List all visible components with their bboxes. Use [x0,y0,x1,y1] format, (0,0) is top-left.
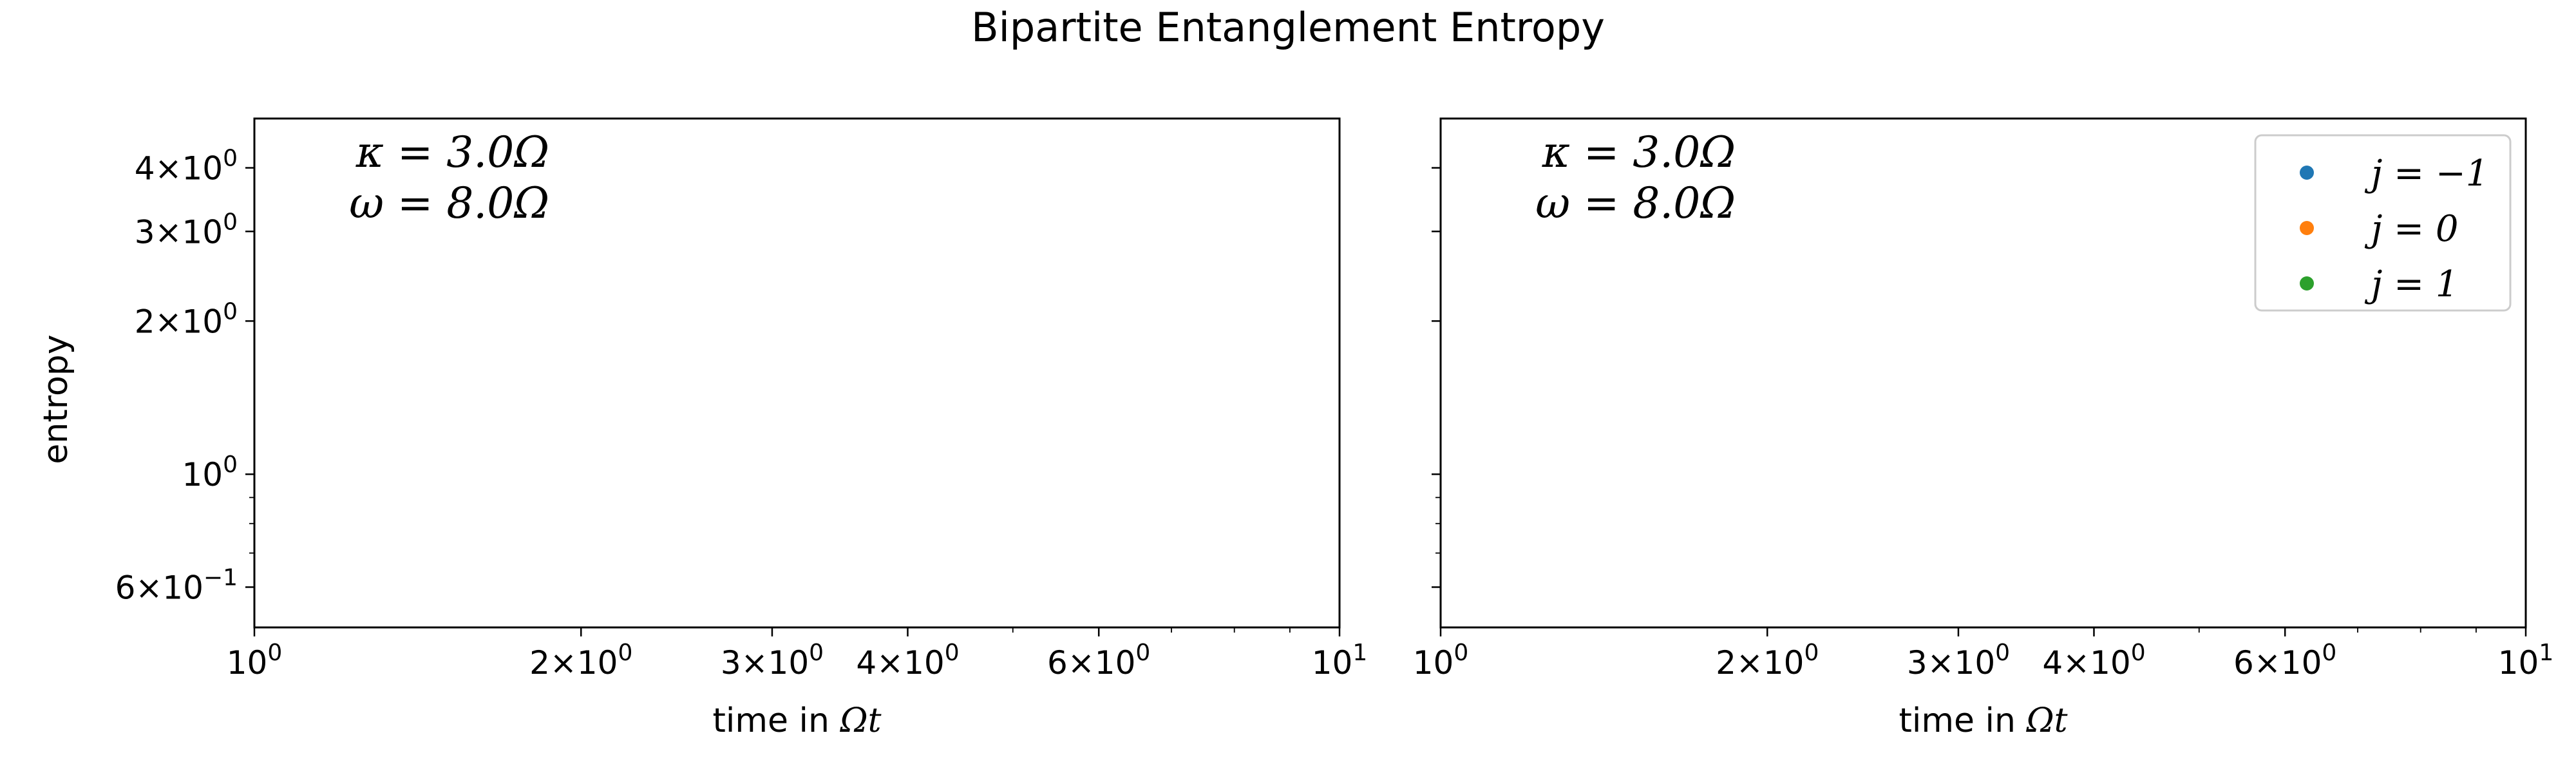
left-x-tick-label-mantissa: 6× [1047,644,1095,682]
left-x-axis-label: time in Ωt [713,701,882,740]
right-x-axis-label: time in Ωt [1899,701,2068,740]
y-tick-label-exponent: −1 [204,564,238,591]
left-x-tick-label: 101 [1312,640,1368,682]
right-x-tick-label-mantissa: 6× [2233,644,2281,682]
right-x-tick-label: 6×100 [2233,640,2336,682]
y-tick-label-base: 10 [182,303,223,340]
legend-label-2: j = 0 [2364,208,2459,250]
y-tick-label-exponent: 0 [223,298,238,325]
left-x-tick-label-mantissa: 4× [856,644,904,682]
x-axis-label-text: time in [713,701,840,740]
right-x-tick-label-mantissa: 4× [2042,644,2090,682]
legend-label-3: j = 1 [2364,263,2459,305]
right-x-tick-label: 2×100 [1716,640,1819,682]
y-tick-label-base: 10 [182,213,223,251]
right-x-tick-label-mantissa: 2× [1716,644,1763,682]
x-axis-label-math: Ωt [2025,701,2067,740]
right-x-tick-label-exponent: 0 [2322,640,2336,666]
left-x-tick-label-base: 10 [227,644,268,682]
left-x-tick-label: 2×100 [529,640,632,682]
legend-marker-2 [2300,221,2314,235]
legend: j = −1 j = 0 j = 1 [2254,134,2512,312]
left-x-tick-label-exponent: 1 [1352,640,1367,666]
right-x-tick-label-base: 10 [1763,644,1804,682]
y-tick-label-exponent: 0 [223,452,238,478]
x-axis-label-text: time in [1899,701,2027,740]
right-annotation-line-1: κ = 3.0Ω [1542,128,1736,177]
right-x-tick-label-base: 10 [2281,644,2322,682]
left-panel: 100 2×100 3×100 4×100 6×100 1016×10−11002×100… [115,117,1368,740]
left-x-tick-label-exponent: 0 [945,640,960,666]
legend-box [2254,134,2512,312]
left-annotation-line-1: κ = 3.0Ω [355,128,549,177]
right-x-tick-label-exponent: 1 [2539,640,2553,666]
left-x-tick-label: 6×100 [1047,640,1150,682]
y-tick-label-base: 10 [182,150,223,187]
y-tick-label-mantissa: 2× [135,303,182,340]
left-x-tick-label-exponent: 0 [809,640,824,666]
y-tick-label: 2×100 [135,298,238,340]
left-x-tick-label-exponent: 0 [1135,640,1150,666]
y-tick-label-base: 10 [182,456,223,493]
right-x-tick-label: 100 [1413,640,1469,682]
y-tick-label: 3×100 [135,209,238,251]
left-x-tick-label-mantissa: 2× [529,644,577,682]
left-x-tick-label-base: 10 [1095,644,1136,682]
right-x-tick-label: 3×100 [1907,640,2010,682]
left-x-tick-label-base: 10 [904,644,945,682]
right-x-tick-label: 101 [2498,640,2554,682]
right-x-tick-label-exponent: 0 [1804,640,1819,666]
legend-marker-3 [2300,276,2314,291]
y-tick-label-mantissa: 3× [135,213,182,251]
chart-title: Bipartite Entanglement Entropy [971,4,1605,51]
y-tick-label: 100 [182,452,238,493]
y-tick-label-mantissa: 6× [115,569,163,606]
y-tick-label-exponent: 0 [223,209,238,235]
right-x-tick-label-base: 10 [2090,644,2131,682]
left-x-tick-label-base: 10 [768,644,810,682]
left-x-tick-label-exponent: 0 [267,640,282,666]
y-tick-label-base: 10 [162,569,204,606]
right-x-tick-label-base: 10 [1955,644,1996,682]
right-x-tick-label-exponent: 0 [2131,640,2146,666]
left-x-tick-label-mantissa: 3× [721,644,768,682]
right-x-tick-label-base: 10 [1413,644,1454,682]
y-tick-label: 4×100 [135,146,238,187]
legend-marker-1 [2300,166,2314,180]
right-x-tick-label-exponent: 0 [1454,640,1468,666]
right-x-tick-label-base: 10 [2498,644,2539,682]
left-x-tick-label: 3×100 [721,640,824,682]
left-x-tick-label: 100 [227,640,283,682]
y-axis-label: entropy [37,334,75,464]
right-x-tick-label: 4×100 [2042,640,2145,682]
y-tick-label: 6×10−1 [115,564,238,606]
right-x-tick-label-mantissa: 3× [1907,644,1955,682]
left-x-tick-label: 4×100 [856,640,959,682]
right-annotation-line-2: ω = 8.0Ω [1535,178,1736,228]
y-tick-label-mantissa: 4× [135,150,182,187]
left-plot-frame [253,117,1341,629]
legend-label-1: j = −1 [2364,153,2488,195]
x-axis-label-math: Ωt [839,701,881,740]
y-tick-label-exponent: 0 [223,146,238,172]
right-plot-frame [1439,117,2527,629]
right-x-tick-label-exponent: 0 [1995,640,2010,666]
left-x-tick-label-base: 10 [1312,644,1353,682]
left-x-tick-label-exponent: 0 [618,640,632,666]
left-annotation-line-2: ω = 8.0Ω [349,178,549,228]
left-x-tick-label-base: 10 [577,644,618,682]
